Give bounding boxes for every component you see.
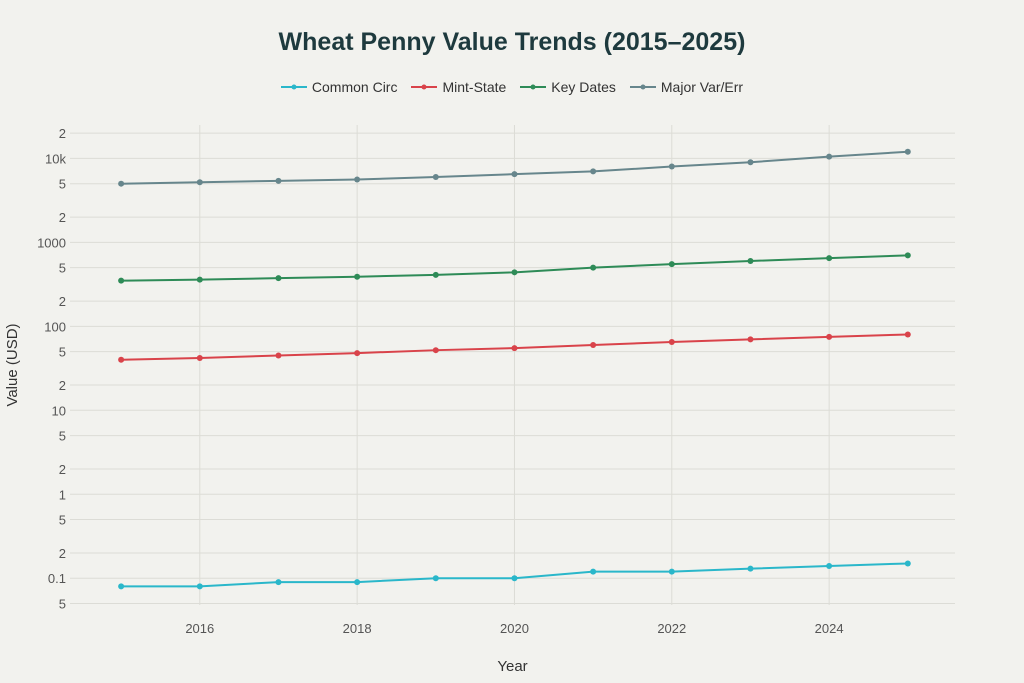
y-tick-label: 5 bbox=[59, 429, 66, 444]
data-point bbox=[432, 575, 439, 582]
x-tick-label: 2022 bbox=[657, 621, 686, 636]
data-point bbox=[668, 261, 675, 268]
x-tick-label: 2018 bbox=[343, 621, 372, 636]
y-tick-label: 1000 bbox=[37, 235, 66, 250]
y-tick-label: 100 bbox=[44, 319, 66, 334]
x-tick-label: 2020 bbox=[500, 621, 529, 636]
y-tick-label: 2 bbox=[59, 210, 66, 225]
data-point bbox=[747, 336, 754, 343]
y-tick-label: 2 bbox=[59, 378, 66, 393]
data-point bbox=[826, 333, 833, 340]
data-point bbox=[668, 568, 675, 575]
y-tick-label: 2 bbox=[59, 546, 66, 561]
data-point bbox=[432, 347, 439, 354]
data-point bbox=[118, 180, 125, 187]
data-point bbox=[354, 579, 361, 586]
chart-title: Wheat Penny Value Trends (2015–2025) bbox=[278, 28, 746, 56]
legend-swatch bbox=[520, 84, 547, 90]
legend-item[interactable]: Key Dates bbox=[520, 79, 616, 95]
data-point bbox=[354, 350, 361, 357]
data-point bbox=[511, 345, 518, 352]
data-point bbox=[432, 271, 439, 278]
data-point bbox=[590, 341, 597, 348]
data-point bbox=[354, 176, 361, 183]
x-tick-label: 2024 bbox=[815, 621, 844, 636]
data-point bbox=[747, 258, 754, 265]
data-point bbox=[668, 163, 675, 170]
data-point bbox=[747, 159, 754, 166]
data-point bbox=[511, 269, 518, 276]
data-point bbox=[118, 583, 125, 590]
data-point bbox=[275, 275, 282, 282]
y-tick-label: 5 bbox=[59, 597, 66, 612]
legend-label: Key Dates bbox=[551, 79, 616, 95]
legend-swatch bbox=[629, 84, 656, 90]
legend-item[interactable]: Common Circ bbox=[280, 79, 398, 95]
data-point bbox=[904, 331, 911, 338]
data-point bbox=[196, 583, 203, 590]
y-tick-label: 5 bbox=[59, 513, 66, 528]
data-point bbox=[118, 356, 125, 363]
data-point bbox=[275, 177, 282, 184]
data-point bbox=[826, 255, 833, 262]
legend-label: Common Circ bbox=[311, 79, 398, 95]
x-tick-label: 2016 bbox=[185, 621, 214, 636]
legend-item[interactable]: Major Var/Err bbox=[629, 79, 744, 95]
data-point bbox=[432, 174, 439, 181]
legend: Common Circ Mint-State Key Dates Major Var/… bbox=[0, 79, 1024, 95]
data-point bbox=[590, 568, 597, 575]
y-axis-label: Value (USD) bbox=[4, 323, 21, 406]
legend-item[interactable]: Mint-State bbox=[411, 79, 506, 95]
y-tick-label: 1 bbox=[59, 487, 66, 502]
data-point bbox=[590, 264, 597, 271]
data-point bbox=[275, 352, 282, 359]
legend-label: Mint-State bbox=[442, 79, 507, 95]
legend-label: Major Var/Err bbox=[660, 79, 744, 95]
y-tick-label: 2 bbox=[59, 462, 66, 477]
y-tick-label: 0.1 bbox=[48, 571, 66, 586]
y-tick-label: 2 bbox=[59, 294, 66, 309]
legend-swatch bbox=[280, 84, 307, 90]
data-point bbox=[196, 179, 203, 186]
legend-swatch bbox=[411, 84, 438, 90]
data-point bbox=[904, 560, 911, 567]
y-tick-label: 10 bbox=[52, 403, 66, 418]
data-point bbox=[904, 148, 911, 155]
data-point bbox=[511, 171, 518, 178]
x-axis-label: Year bbox=[497, 658, 527, 675]
data-point bbox=[826, 153, 833, 160]
y-tick-label: 5 bbox=[59, 345, 66, 360]
data-point bbox=[354, 273, 361, 280]
data-point bbox=[511, 575, 518, 582]
data-point bbox=[196, 276, 203, 283]
data-point bbox=[275, 579, 282, 586]
data-point bbox=[826, 562, 833, 569]
data-point bbox=[590, 168, 597, 175]
y-tick-label: 2 bbox=[59, 126, 66, 141]
data-point bbox=[118, 277, 125, 284]
y-tick-label: 5 bbox=[59, 177, 66, 192]
data-point bbox=[747, 565, 754, 572]
y-tick-label: 10k bbox=[45, 151, 66, 166]
data-point bbox=[904, 252, 911, 259]
y-tick-label: 5 bbox=[59, 261, 66, 276]
data-point bbox=[196, 354, 203, 361]
data-point bbox=[668, 339, 675, 346]
